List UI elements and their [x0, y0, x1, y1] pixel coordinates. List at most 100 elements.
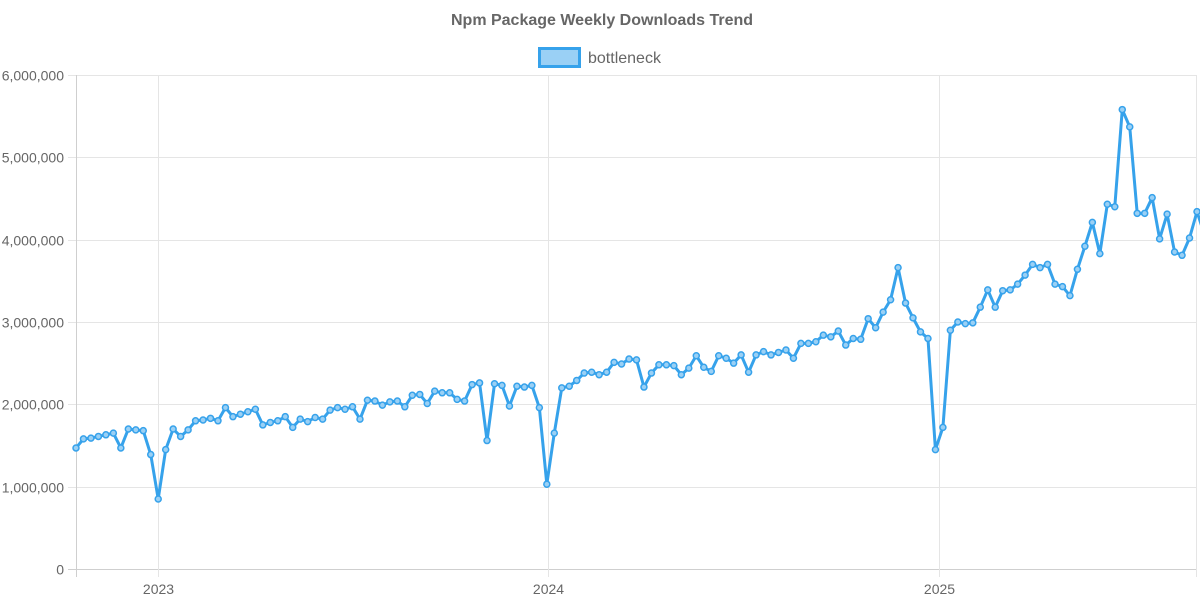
data-point[interactable] [288, 423, 297, 432]
data-point[interactable] [640, 383, 648, 391]
data-point[interactable] [961, 319, 970, 328]
data-point[interactable] [998, 286, 1007, 295]
data-point[interactable] [430, 387, 439, 395]
data-point[interactable] [438, 389, 446, 397]
data-point[interactable] [1036, 263, 1044, 272]
data-point[interactable] [1140, 209, 1149, 218]
data-point[interactable] [333, 403, 342, 412]
data-point[interactable] [161, 445, 170, 454]
data-point[interactable] [587, 368, 596, 376]
data-point[interactable] [184, 426, 192, 434]
data-point[interactable] [662, 361, 671, 369]
data-point[interactable] [363, 396, 372, 404]
data-point[interactable] [1193, 207, 1200, 216]
data-point[interactable] [879, 308, 887, 316]
data-point[interactable] [1163, 210, 1171, 218]
data-point[interactable] [939, 423, 947, 432]
data-point[interactable] [632, 356, 641, 364]
data-point[interactable] [819, 331, 828, 339]
data-point[interactable] [842, 341, 850, 349]
data-point[interactable] [916, 328, 925, 336]
data-point[interactable] [729, 359, 738, 367]
data-point[interactable] [453, 395, 461, 404]
data-point[interactable] [1111, 202, 1119, 211]
data-point[interactable] [87, 434, 95, 442]
data-point[interactable] [647, 369, 656, 377]
data-point[interactable] [804, 339, 813, 348]
legend[interactable]: bottleneck [538, 47, 662, 68]
data-point[interactable] [744, 368, 753, 376]
data-point[interactable] [969, 319, 977, 327]
data-point[interactable] [1103, 200, 1112, 209]
data-point[interactable] [199, 416, 207, 424]
data-point[interactable] [191, 417, 200, 425]
data-point[interactable] [1096, 249, 1104, 258]
data-point[interactable] [1066, 291, 1074, 300]
data-point[interactable] [386, 398, 394, 406]
data-point[interactable] [505, 402, 514, 410]
data-point[interactable] [871, 324, 880, 332]
data-point[interactable] [535, 403, 544, 412]
data-point[interactable] [946, 326, 955, 334]
data-point[interactable] [1088, 218, 1097, 227]
data-point[interactable] [475, 379, 484, 387]
data-point[interactable] [655, 361, 663, 369]
data-point[interactable] [513, 382, 521, 390]
data-point[interactable] [767, 351, 775, 359]
data-point[interactable] [1051, 280, 1059, 288]
data-point[interactable] [109, 429, 118, 437]
data-point[interactable] [378, 401, 387, 409]
data-point[interactable] [296, 415, 304, 423]
data-point[interactable] [595, 370, 603, 379]
data-point[interactable] [565, 382, 573, 390]
data-point[interactable] [909, 314, 917, 322]
data-point[interactable] [782, 346, 790, 354]
data-point[interactable] [139, 426, 148, 435]
data-point[interactable] [1185, 234, 1194, 242]
data-point[interactable] [543, 480, 551, 488]
data-point[interactable] [221, 403, 230, 412]
data-point[interactable] [229, 412, 237, 421]
data-point[interactable] [714, 352, 723, 360]
data-point[interactable] [856, 335, 865, 344]
data-point[interactable] [348, 403, 357, 411]
data-point[interactable] [602, 368, 611, 376]
data-point[interactable] [356, 415, 364, 423]
data-point[interactable] [401, 403, 409, 411]
data-point[interactable] [931, 445, 940, 454]
data-point[interactable] [124, 425, 133, 433]
data-point[interactable] [169, 425, 177, 433]
data-point[interactable] [759, 347, 768, 356]
data-point[interactable] [1178, 251, 1186, 260]
data-point[interactable] [393, 397, 402, 405]
data-point[interactable] [1073, 265, 1082, 274]
data-point[interactable] [146, 450, 155, 459]
data-point[interactable] [244, 407, 252, 416]
data-point[interactable] [102, 431, 110, 439]
data-point[interactable] [774, 348, 783, 357]
data-point[interactable] [886, 296, 895, 304]
data-point[interactable] [341, 405, 349, 414]
data-point[interactable] [894, 263, 902, 272]
data-point[interactable] [812, 338, 820, 346]
data-point[interactable] [72, 444, 80, 452]
data-point[interactable] [707, 367, 715, 376]
data-point[interactable] [154, 495, 162, 503]
data-point[interactable] [580, 369, 588, 377]
data-point[interactable] [281, 412, 289, 421]
data-point[interactable] [274, 417, 282, 425]
data-point[interactable] [991, 303, 999, 311]
data-point[interactable] [864, 314, 872, 323]
data-point[interactable] [685, 364, 693, 372]
data-point[interactable] [1013, 280, 1022, 288]
data-point[interactable] [1155, 235, 1164, 243]
data-point[interactable] [1125, 123, 1134, 131]
data-point[interactable] [1006, 286, 1014, 294]
data-point[interactable] [752, 351, 760, 359]
data-point[interactable] [1170, 248, 1179, 256]
data-point[interactable] [214, 417, 222, 425]
data-point[interactable] [117, 444, 125, 452]
data-point[interactable] [79, 435, 88, 443]
data-point[interactable] [423, 399, 431, 408]
data-point[interactable] [528, 381, 536, 390]
